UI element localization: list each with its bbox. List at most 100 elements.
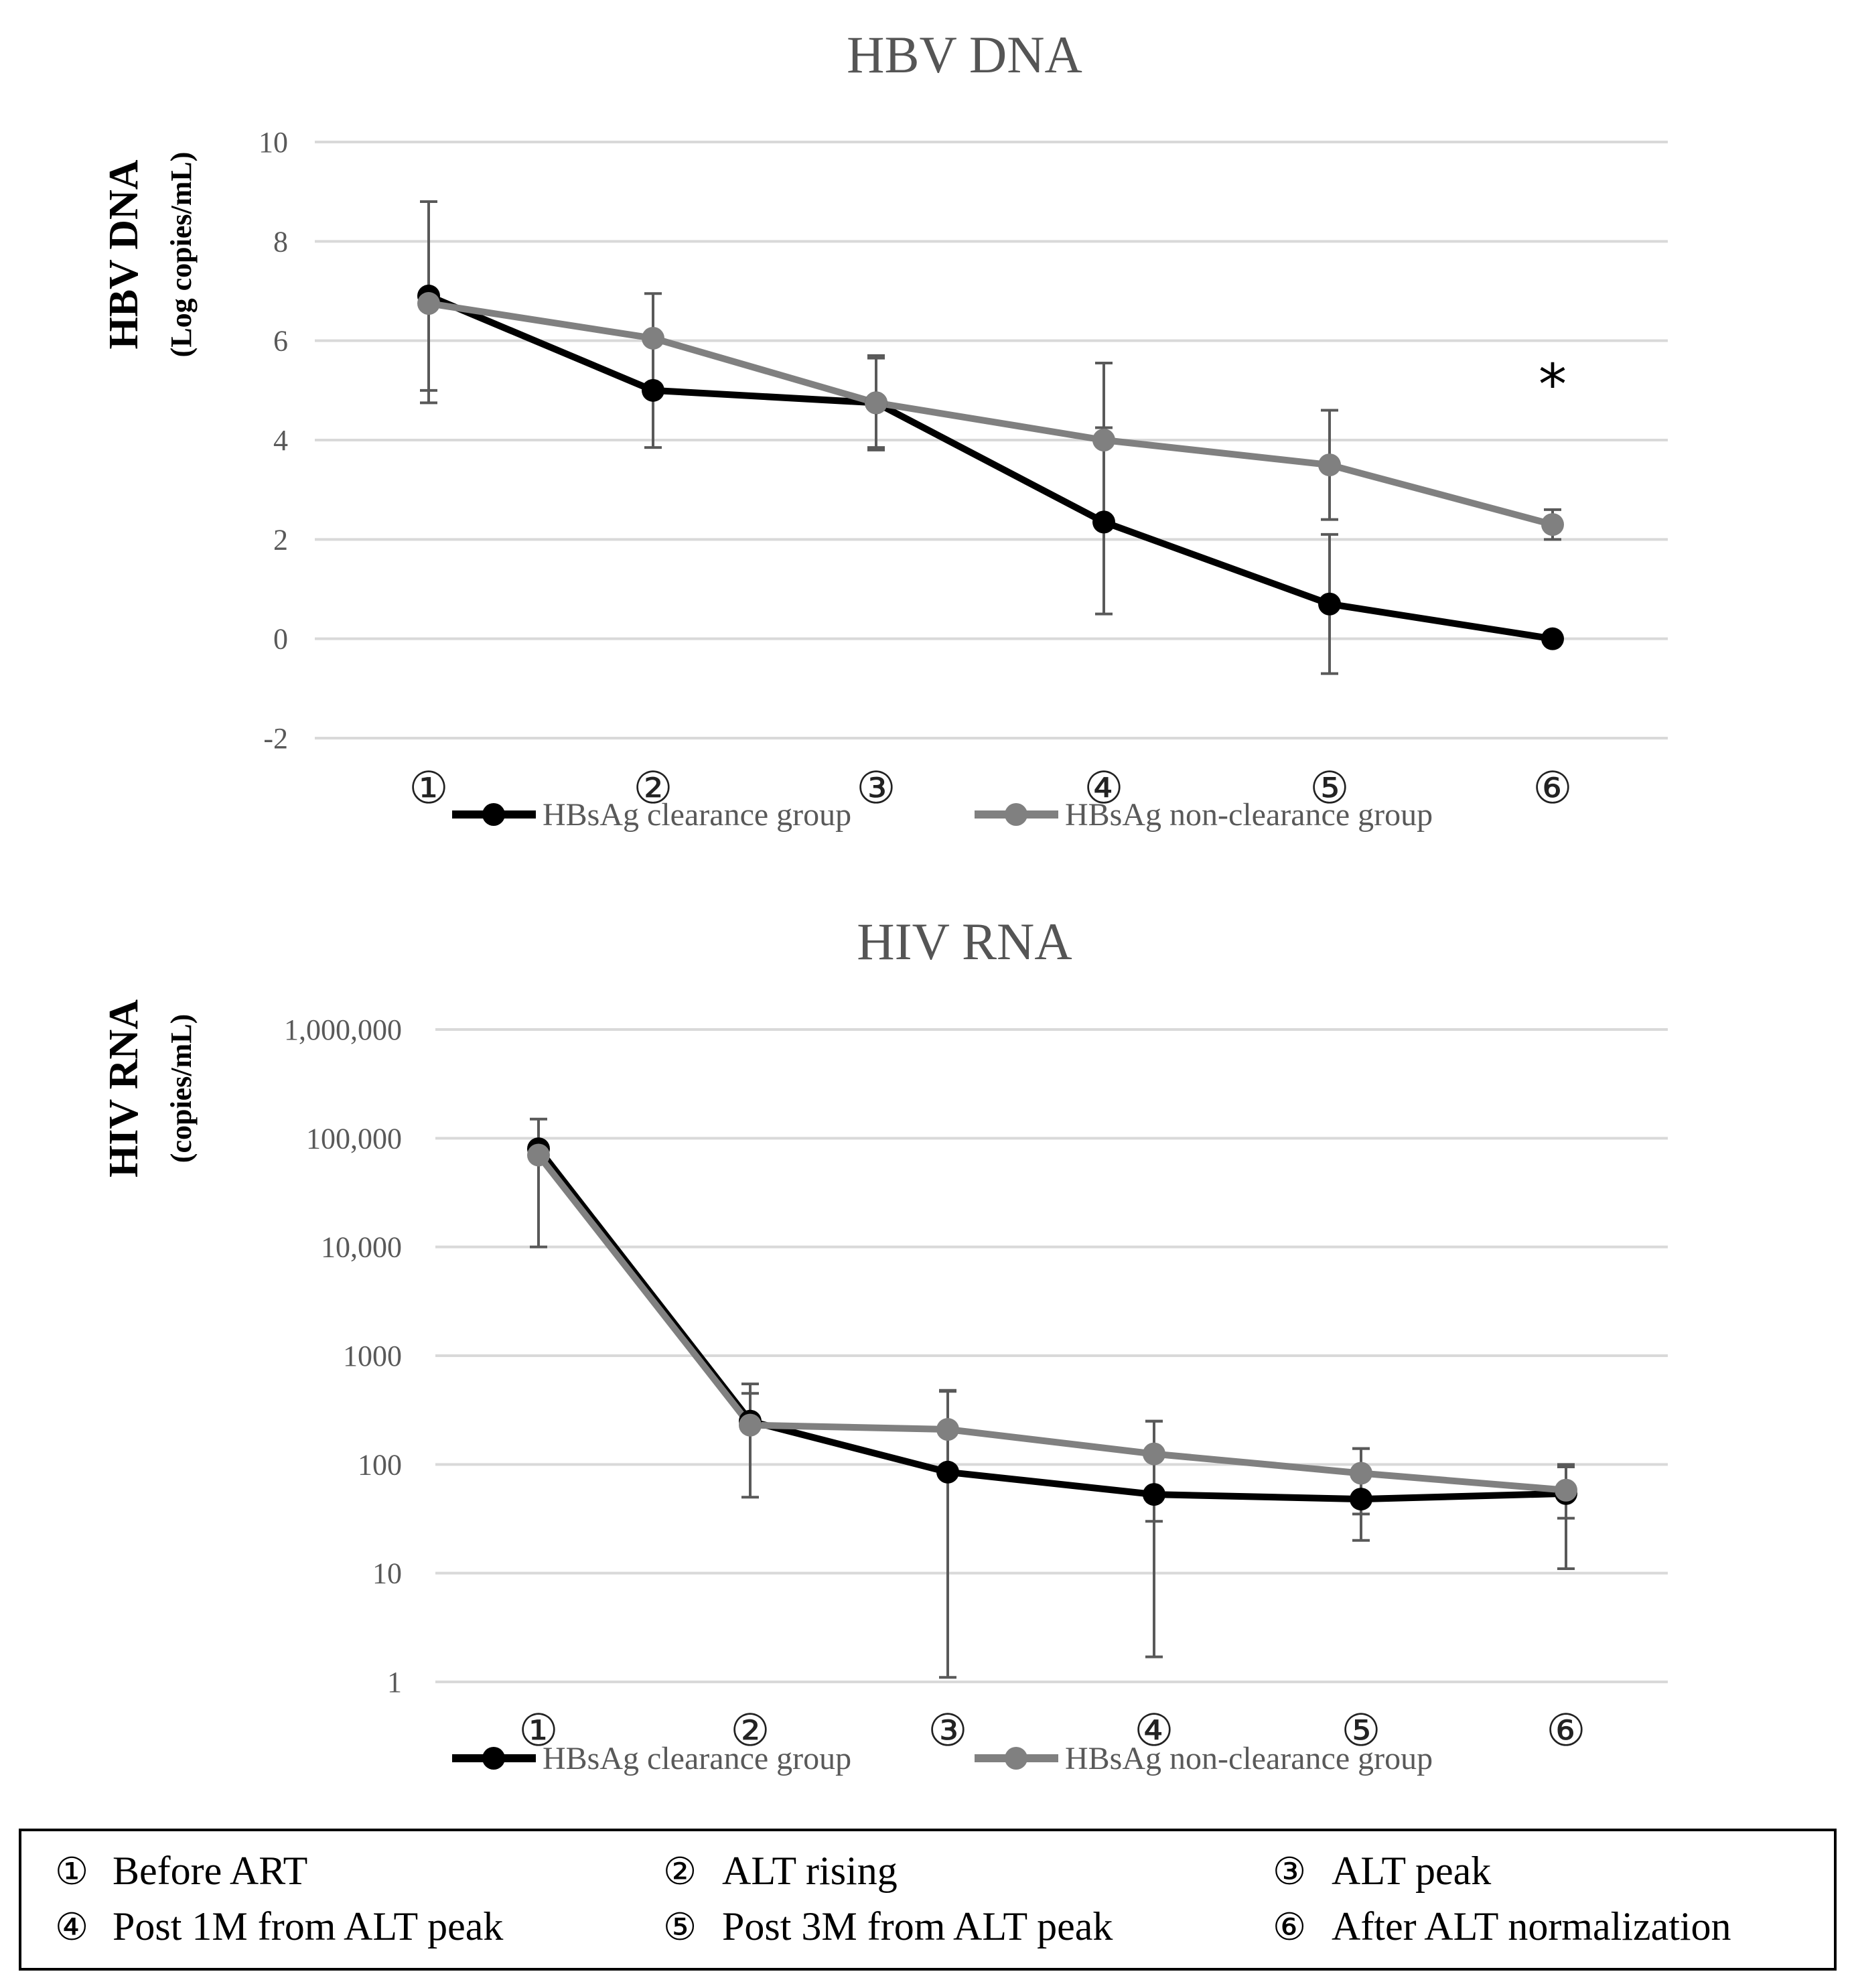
data-point-nonclearance <box>417 292 440 315</box>
hbv-category-labels: ① ② ③ ④ ⑤ ⑥ <box>409 762 1572 814</box>
data-point-nonclearance <box>642 326 664 350</box>
key-item-3: ③ ALT peak <box>1273 1849 1491 1894</box>
data-point-nonclearance <box>1143 1442 1165 1466</box>
hiv-legend-label-nonclearance: HBsAg non-clearance group <box>1065 1741 1433 1776</box>
hbv-legend-label-nonclearance: HBsAg non-clearance group <box>1065 797 1433 833</box>
y-tick-label: 100 <box>358 1448 402 1481</box>
data-point-nonclearance <box>739 1413 762 1437</box>
y-tick-label: 4 <box>273 424 288 457</box>
data-point-nonclearance <box>865 391 887 415</box>
hbv-legend-label-clearance: HBsAg clearance group <box>543 797 851 833</box>
data-point-clearance <box>1318 592 1341 616</box>
data-point-nonclearance <box>1318 453 1341 477</box>
data-point-clearance <box>1092 510 1115 534</box>
hbv-y-tick-labels: 10 8 6 4 2 0 -2 <box>259 126 288 755</box>
x-category-label: ① <box>409 762 448 814</box>
hbv-series-lines <box>427 293 1554 642</box>
y-tick-label: 100,000 <box>306 1122 402 1155</box>
x-category-label: ④ <box>1134 1705 1173 1756</box>
x-category-label: ① <box>518 1705 558 1756</box>
y-tick-label: 10 <box>372 1557 402 1590</box>
x-category-label: ③ <box>856 762 896 814</box>
hiv-gridlines <box>435 1028 1668 1683</box>
x-category-label: ② <box>730 1705 770 1756</box>
data-point-nonclearance <box>1555 1478 1577 1502</box>
key-item-2-label: ALT rising <box>722 1849 898 1893</box>
key-item-4-label: Post 1M from ALT peak <box>113 1904 503 1948</box>
y-tick-label: 10,000 <box>321 1231 402 1264</box>
y-tick-label: 1000 <box>343 1340 402 1372</box>
y-tick-label: 6 <box>273 325 288 358</box>
hbv-data-points <box>417 284 1564 650</box>
hbv-y-axis-label: HBV DNA <box>101 159 147 349</box>
key-border <box>19 1829 1837 1971</box>
y-tick-label: 10 <box>259 126 288 159</box>
x-category-label: ⑥ <box>1546 1705 1585 1756</box>
y-tick-label: 2 <box>273 523 288 556</box>
hbv-gridlines <box>315 141 1668 739</box>
key-item-5-label: Post 3M from ALT peak <box>722 1904 1113 1948</box>
key-item-2-number: ② <box>663 1850 697 1894</box>
series-line-clearance <box>427 293 1553 642</box>
hiv-data-points <box>527 1137 1577 1511</box>
key-item-5: ⑤ Post 3M from ALT peak <box>663 1904 1113 1949</box>
hiv-error-bars <box>530 1117 1575 1679</box>
series-line-clearance <box>536 1146 1567 1503</box>
x-category-label: ⑥ <box>1532 762 1572 814</box>
y-tick-label: 1 <box>387 1666 402 1699</box>
x-category-label: ④ <box>1084 762 1123 814</box>
key-item-1-number: ① <box>55 1850 88 1894</box>
key-item-3-label: ALT peak <box>1332 1849 1491 1893</box>
x-category-label: ⑤ <box>1341 1705 1380 1756</box>
hiv-y-tick-labels: 1,000,000 100,000 10,000 1000 100 10 1 <box>284 1013 402 1699</box>
hiv-y-axis-title: HIV RNA (copies/mL) <box>101 999 198 1178</box>
hiv-chart-title: HIV RNA <box>857 912 1072 971</box>
data-point-nonclearance <box>936 1418 959 1441</box>
key-item-6-label: After ALT normalization <box>1332 1904 1731 1948</box>
x-category-label: ⑤ <box>1309 762 1349 814</box>
hbv-legend-marker-clearance <box>482 803 505 826</box>
hiv-legend-marker-nonclearance <box>1005 1747 1027 1770</box>
hiv-y-axis-unit: (copies/mL) <box>165 1014 198 1163</box>
data-point-nonclearance <box>1541 513 1564 537</box>
key-item-1: ① Before ART <box>55 1849 307 1894</box>
data-point-nonclearance <box>1092 429 1115 451</box>
hbv-y-axis-title: HBV DNA (Log copies/mL) <box>101 152 198 358</box>
data-point-clearance <box>1350 1488 1372 1511</box>
hbv-chart-title: HBV DNA <box>847 25 1082 84</box>
y-tick-label: -2 <box>263 722 288 755</box>
hbv-legend-marker-nonclearance <box>1005 803 1027 826</box>
y-tick-label: 0 <box>273 623 288 656</box>
data-point-clearance <box>642 378 664 402</box>
key-item-3-number: ③ <box>1273 1850 1306 1894</box>
hiv-category-labels: ① ② ③ ④ ⑤ ⑥ <box>518 1705 1585 1756</box>
hbv-y-axis-unit: (Log copies/mL) <box>165 152 198 358</box>
data-point-nonclearance <box>527 1143 550 1167</box>
timepoint-key: ① Before ART ② ALT rising ③ ALT peak ④ P… <box>19 1829 1837 1971</box>
key-item-1-label: Before ART <box>113 1849 307 1893</box>
hiv-series-lines <box>536 1146 1567 1503</box>
hiv-legend: HBsAg clearance group HBsAg non-clearanc… <box>452 1741 1433 1776</box>
key-item-6: ⑥ After ALT normalization <box>1273 1904 1731 1949</box>
series-line-nonclearance <box>536 1153 1567 1494</box>
key-item-4-number: ④ <box>55 1906 88 1949</box>
hbv-legend: HBsAg clearance group HBsAg non-clearanc… <box>452 797 1433 833</box>
hbv-error-bars <box>420 200 1561 675</box>
data-point-clearance <box>936 1460 959 1484</box>
x-category-label: ② <box>633 762 672 814</box>
hiv-legend-marker-clearance <box>482 1747 505 1770</box>
significance-asterisk: * <box>1539 352 1567 417</box>
y-tick-label: 1,000,000 <box>284 1013 402 1046</box>
data-point-nonclearance <box>1350 1462 1372 1485</box>
data-point-clearance <box>1541 627 1564 650</box>
data-point-clearance <box>1143 1483 1165 1506</box>
key-item-5-number: ⑤ <box>663 1906 697 1949</box>
hbv-dna-chart: HBV DNA HBV DNA (Log copies/mL) 10 8 6 4 2 0 -… <box>101 25 1668 833</box>
hiv-legend-label-clearance: HBsAg clearance group <box>543 1741 851 1776</box>
hiv-y-axis-label: HIV RNA <box>101 999 147 1178</box>
hiv-rna-chart: HIV RNA HIV RNA (copies/mL) 1,000,000 100… <box>101 912 1668 1776</box>
key-item-2: ② ALT rising <box>663 1849 898 1894</box>
y-tick-label: 8 <box>273 225 288 258</box>
key-item-4: ④ Post 1M from ALT peak <box>55 1904 503 1949</box>
